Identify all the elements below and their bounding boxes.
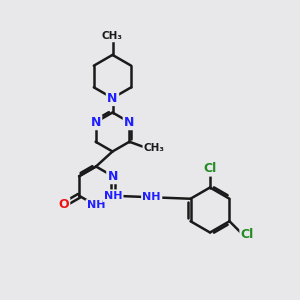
Text: N: N (107, 92, 118, 105)
Text: N: N (108, 170, 118, 183)
Text: CH₃: CH₃ (144, 143, 165, 153)
Text: NH: NH (142, 192, 161, 202)
Text: N: N (124, 116, 135, 129)
Text: N: N (90, 116, 101, 129)
Text: Cl: Cl (203, 162, 217, 175)
Text: CH₃: CH₃ (102, 31, 123, 41)
Text: NH: NH (103, 191, 122, 201)
Text: Cl: Cl (241, 228, 254, 241)
Text: O: O (58, 198, 69, 211)
Text: NH: NH (87, 200, 105, 211)
